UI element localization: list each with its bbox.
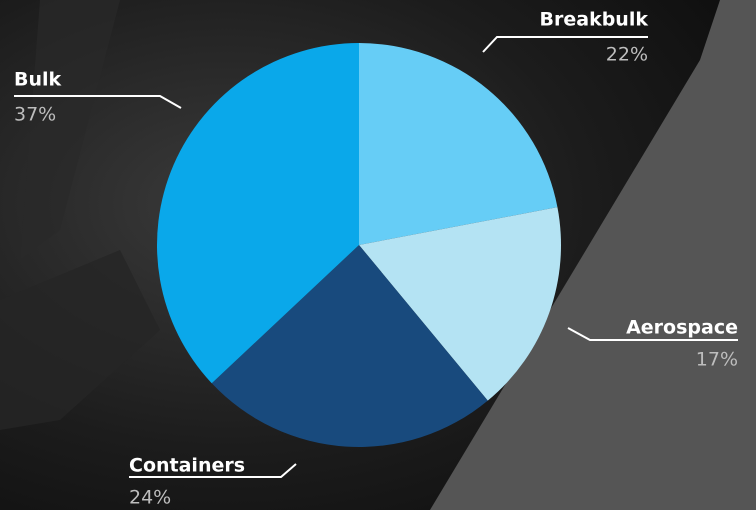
- slice-value: 24%: [129, 487, 171, 509]
- pie-slice: [211, 245, 488, 447]
- pie-slice: [157, 43, 359, 384]
- pie: [157, 43, 561, 447]
- slice-label: Aerospace: [626, 317, 738, 339]
- slice-label: Breakbulk: [540, 9, 649, 31]
- slice-label: Bulk: [14, 69, 62, 91]
- slice-value: 37%: [14, 104, 56, 126]
- pie-slice: [359, 43, 558, 245]
- leader-line: [482, 36, 648, 53]
- leader-line: [129, 463, 297, 478]
- leader-line: [14, 95, 182, 109]
- background-panel: [430, 0, 756, 510]
- leader-line: [567, 327, 738, 341]
- pie-slice: [359, 207, 561, 401]
- slice-value: 17%: [696, 349, 738, 371]
- slice-label: Containers: [129, 455, 245, 477]
- background-texture: [0, 250, 160, 430]
- background-texture: [20, 0, 120, 260]
- slice-value: 22%: [606, 44, 648, 66]
